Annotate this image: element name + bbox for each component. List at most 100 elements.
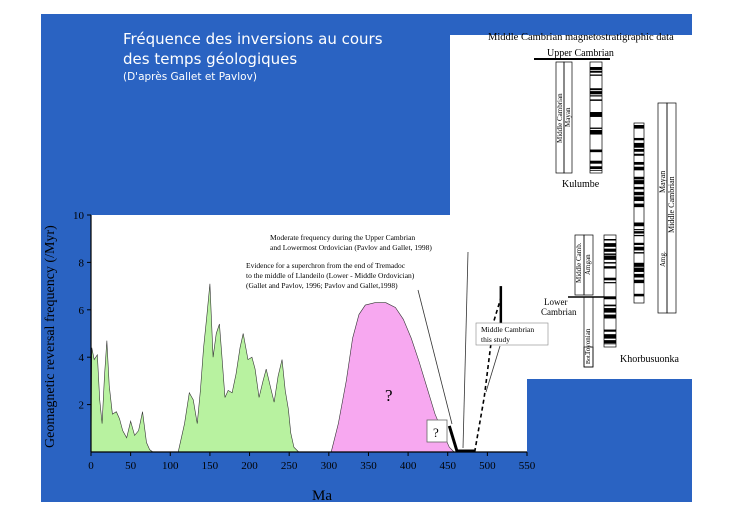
khor-bar-8 — [604, 282, 616, 284]
right-bar-1 — [634, 137, 644, 141]
annotation-superchron-3: (Gallet and Pavlov, 1996; Pavlov and Gal… — [246, 281, 398, 290]
x-tick-label-0: 0 — [88, 460, 94, 472]
x-tick-label-400: 400 — [400, 460, 417, 472]
khorbusuonka-label: Khorbusuonka — [620, 354, 679, 365]
x-tick-label-450: 450 — [439, 460, 456, 472]
khor-bar-2 — [604, 248, 616, 252]
kulumbe-bar-7 — [590, 112, 602, 117]
area-series-0 — [90, 340, 154, 453]
khor-middle-camb: Middle Camb. — [575, 242, 583, 283]
plot-area — [91, 215, 527, 452]
annotation-study-2: this study — [481, 335, 510, 344]
khor-bar-14 — [604, 334, 616, 339]
y-tick-label-6: 6 — [79, 305, 85, 317]
x-tick-label-200: 200 — [241, 460, 258, 472]
kulumbe-bar-10 — [590, 149, 602, 153]
x-tick-label-150: 150 — [202, 460, 219, 472]
right-bar-21 — [634, 267, 644, 272]
middle-cambrian-dashed-line — [473, 297, 502, 453]
x-tick-label-300: 300 — [321, 460, 338, 472]
khor-toyonian: Toyonian — [584, 328, 592, 355]
x-tick-label-50: 50 — [125, 460, 137, 472]
right-bar-12 — [634, 203, 644, 208]
annotation-superchron-1: Evidence for a superchron from the end o… — [246, 261, 406, 270]
leader-study — [485, 345, 501, 393]
annotation-moderate-1: Moderate frequency during the Upper Camb… — [270, 233, 415, 242]
lower-label: Lower — [544, 297, 568, 307]
khor-bar-6 — [604, 266, 616, 269]
khor-bar-7 — [604, 277, 616, 281]
khor-bar-4 — [604, 255, 616, 260]
khor-bar-13 — [604, 329, 616, 332]
frequency-areas — [90, 283, 455, 453]
chart-ticks: 0 50 100 150 200 250 300 350 400 450 500 550 2 4 6 8 10 — [73, 210, 536, 472]
right-polarity-bars — [634, 125, 644, 297]
right-bar-15 — [634, 231, 644, 234]
x-tick-label-250: 250 — [281, 460, 298, 472]
kulumbe-bar-8 — [590, 127, 602, 129]
kulumbe-bar-3 — [590, 88, 602, 91]
right-bar-10 — [634, 191, 644, 196]
x-tick-label-100: 100 — [162, 460, 179, 472]
khor-bar-9 — [604, 296, 616, 300]
right-bar-7 — [634, 176, 644, 180]
kulumbe-col2 — [563, 61, 573, 174]
kulumbe-label: Kulumbe — [562, 179, 600, 190]
right-bar-20 — [634, 262, 644, 267]
annotation-moderate-2: and Lowermost Ordovician (Pavlov and Gal… — [270, 243, 432, 252]
right-middle-cambrian-label: Middle Cambrian — [667, 176, 676, 233]
unknown-mark-large: ? — [385, 386, 393, 405]
x-tick-label-500: 500 — [479, 460, 496, 472]
chart-axes — [90, 215, 527, 453]
leader-superchron — [417, 289, 453, 425]
right-bar-3 — [634, 148, 644, 152]
y-tick-label-4: 4 — [79, 352, 85, 364]
annotation-superchron-2: to the middle of Llandeilo (Lower - Midd… — [246, 271, 415, 280]
kulumbe-bar-9 — [590, 129, 602, 135]
right-bar-5 — [634, 161, 644, 165]
khor-bot-col — [583, 346, 594, 368]
kulumbe-bar-11 — [590, 160, 602, 164]
khor-amgan-col — [583, 234, 594, 296]
right-bar-22 — [634, 273, 644, 278]
slide-title-line1: Fréquence des inversions au cours — [123, 30, 383, 48]
y-tick-label-8: 8 — [79, 257, 85, 269]
upper-cambrian-label: Upper Cambrian — [547, 48, 614, 59]
chart-marks — [417, 251, 503, 453]
leader-moderate — [462, 251, 469, 449]
khor-bar-5 — [604, 262, 616, 264]
superchron-start-line — [447, 425, 459, 453]
annotation-study-1: Middle Cambrian — [481, 325, 534, 334]
unknown-box — [426, 419, 448, 443]
right-bar-16 — [634, 234, 644, 237]
right-polarity-column — [633, 122, 645, 304]
kulumbe-bar-12 — [590, 166, 602, 170]
khor-bar-15 — [604, 340, 616, 344]
khor-amgan: Amgan — [584, 254, 592, 275]
right-bar-6 — [634, 166, 644, 171]
kulumbe-bar-1 — [590, 70, 602, 73]
khor-bot: Bot. — [586, 353, 592, 364]
kulumbe-middle-cambrian: Middle Cambrian — [556, 93, 564, 143]
right-bar-19 — [634, 252, 644, 254]
khor-bar-12 — [604, 314, 616, 319]
khor-bar-3 — [604, 253, 616, 255]
kulumbe-bar-2 — [590, 74, 602, 76]
right-bar-0 — [634, 125, 644, 129]
amg-label: Amg. — [659, 251, 667, 267]
x-tick-label-350: 350 — [360, 460, 377, 472]
x-axis-label: Ma — [312, 488, 332, 504]
slide-title-line2: des temps géologiques — [123, 50, 298, 68]
unknown-mark-small: ? — [433, 425, 439, 440]
magnetostratigraphy-svg: Upper Cambrian Middle Cambrian Mayan Kul… — [534, 48, 679, 368]
kulumbe-bar-4 — [590, 91, 602, 95]
y-axis-label: Geomagnetic reversal frequency (/Myr) — [43, 225, 58, 448]
right-bar-4 — [634, 153, 644, 156]
right-mayan-label: Mayan — [658, 171, 667, 193]
right-bar-9 — [634, 186, 644, 190]
khor-bar-1 — [604, 243, 616, 247]
cambrian-label: Cambrian — [541, 307, 577, 317]
x-tick-label-550: 550 — [519, 460, 536, 472]
right-bar-18 — [634, 246, 644, 251]
